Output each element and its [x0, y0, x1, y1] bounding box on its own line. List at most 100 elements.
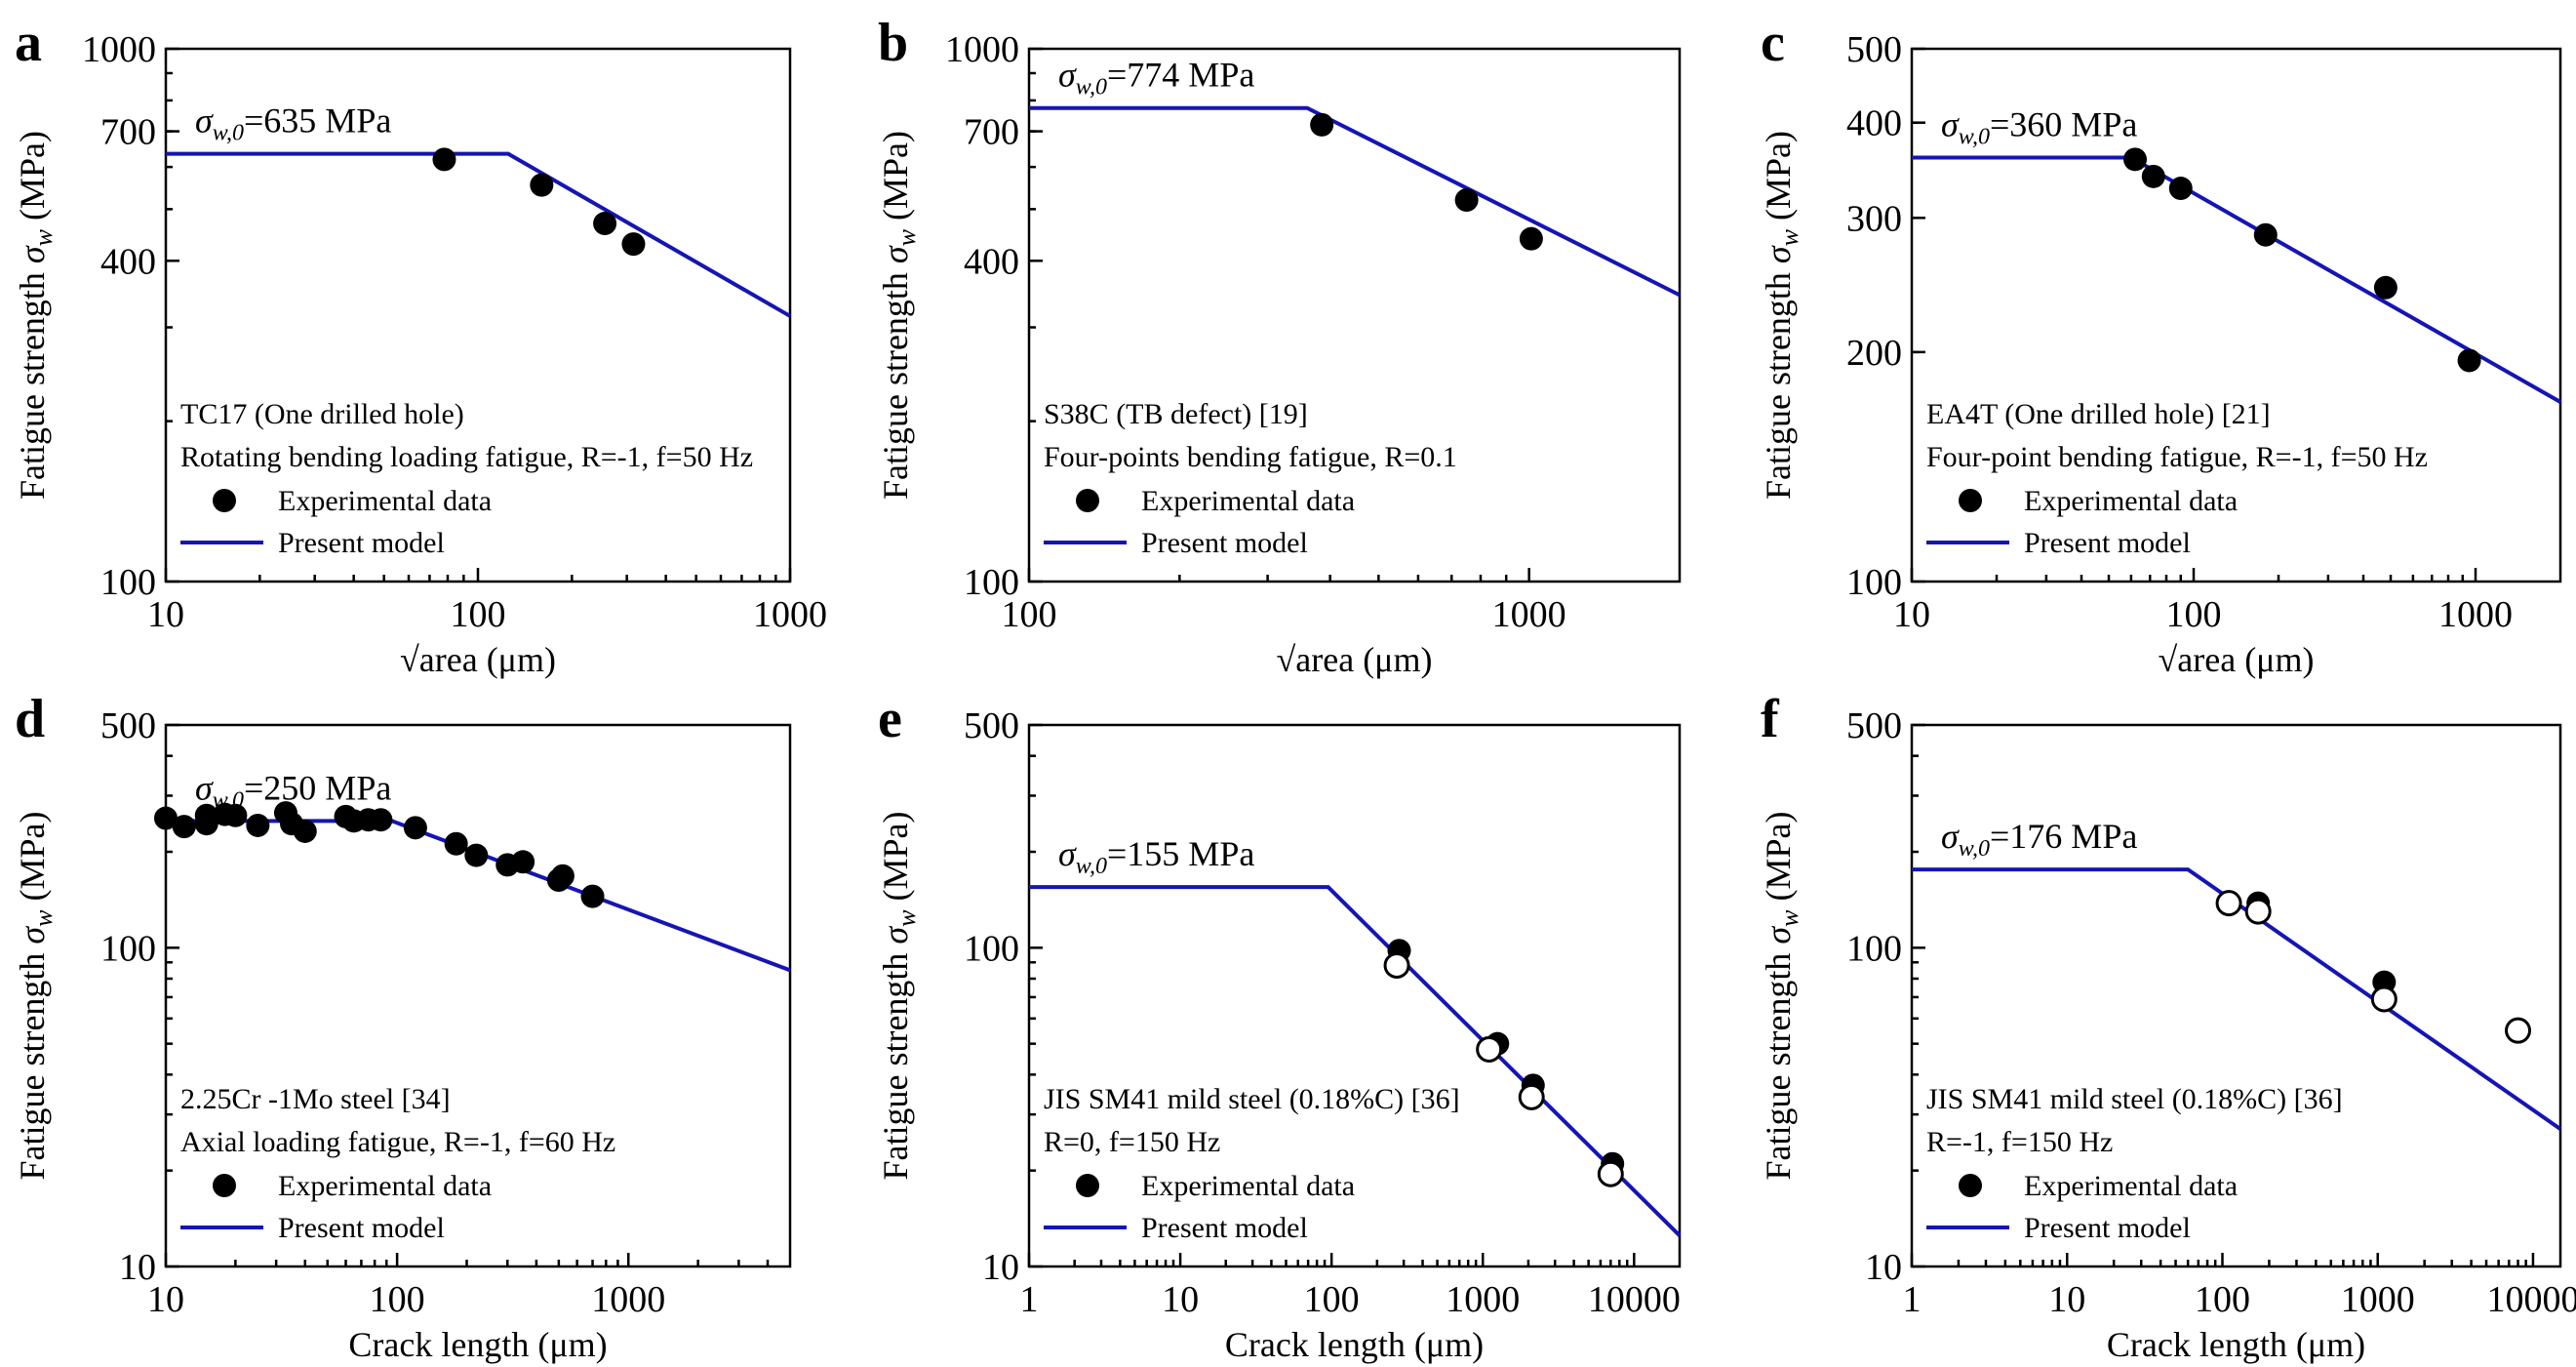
data-point	[2141, 164, 2165, 188]
sigma-label: σw,0=250 MPa	[195, 768, 391, 813]
chart-panel-d: d 10 100 1000 10 100 500 Crack length (μm) Fatig…	[13, 689, 792, 1364]
legend-marker-data	[1076, 489, 1099, 512]
y-axis-label: Fatigue strength σw (MPa)	[1759, 811, 1803, 1180]
y-tick-label: 300	[1846, 198, 1902, 239]
data-point-open	[1383, 951, 1410, 979]
y-tick-label: 1000	[945, 29, 1019, 70]
y-tick-label: 10	[119, 1247, 156, 1288]
panel-letter: a	[15, 13, 42, 73]
data-point	[369, 808, 393, 832]
legend-marker-data	[1959, 489, 1982, 512]
series-line-present-model	[1912, 867, 2562, 1131]
y-axis-label: Fatigue strength σw (MPa)	[876, 811, 921, 1180]
series-line-present-model	[1029, 885, 1682, 1237]
annotation-line: 2.25Cr -1Mo steel [34]	[180, 1083, 451, 1115]
y-tick-label: 1000	[82, 29, 156, 70]
x-tick-label: 1000	[2341, 1279, 2415, 1320]
y-tick-label: 400	[100, 241, 156, 282]
y-tick-label: 500	[100, 705, 156, 746]
panel-letter: c	[1761, 13, 1785, 73]
plot-frame	[164, 723, 792, 1268]
panel-letter: f	[1761, 689, 1780, 749]
x-tick-label: 10000	[1588, 1279, 1681, 1320]
y-axis-label: Fatigue strength σw (MPa)	[13, 131, 58, 500]
data-point-open	[1476, 1035, 1503, 1063]
legend-label-model: Present model	[1141, 1212, 1308, 1244]
legend-marker-data	[213, 489, 236, 512]
data-point	[1454, 188, 1479, 213]
annotation-line: TC17 (One drilled hole)	[180, 398, 464, 430]
data-point-open	[1597, 1160, 1624, 1187]
data-point	[1519, 226, 1543, 251]
annotation-line: JIS SM41 mild steel (0.18%C) [36]	[1044, 1083, 1460, 1115]
annotation-line: Four-point bending fatigue, R=-1, f=50 H…	[1926, 441, 2428, 473]
data-point	[593, 212, 617, 236]
x-axis-label: Crack length (μm)	[1225, 1325, 1484, 1364]
legend-label-model: Present model	[1141, 527, 1308, 559]
legend-marker-data	[1076, 1174, 1099, 1197]
data-point	[194, 812, 218, 836]
data-point	[464, 843, 489, 867]
annotation-line: R=-1, f=150 Hz	[1926, 1126, 2113, 1158]
y-axis-label: Fatigue strength σw (MPa)	[13, 811, 58, 1180]
x-axis-label: √area (μm)	[1277, 640, 1433, 679]
x-axis-label: √area (μm)	[2159, 640, 2315, 679]
x-tick-label: 100	[451, 594, 506, 635]
data-point	[1310, 112, 1334, 137]
data-point	[444, 831, 468, 856]
y-axis-label: Fatigue strength σw (MPa)	[1759, 131, 1803, 500]
plot-frame	[1027, 723, 1682, 1268]
data-point-open	[1518, 1083, 1545, 1110]
data-point	[530, 173, 554, 197]
x-tick-label: 1	[1020, 1279, 1039, 1320]
data-point-open	[2215, 890, 2242, 917]
data-point	[550, 864, 575, 888]
panel-letter: e	[878, 689, 902, 749]
y-tick-label: 100	[964, 562, 1019, 603]
sigma-label: σw,0=360 MPa	[1941, 104, 2137, 149]
annotation-line: Axial loading fatigue, R=-1, f=60 Hz	[180, 1126, 615, 1158]
sigma-label: σw,0=176 MPa	[1941, 817, 2137, 862]
data-point	[621, 232, 646, 257]
x-axis-label: √area (μm)	[400, 640, 556, 679]
y-tick-label: 400	[1846, 103, 1902, 144]
y-tick-label: 100	[100, 928, 156, 969]
data-point	[172, 815, 196, 839]
data-point	[2457, 348, 2481, 373]
data-point	[2123, 147, 2148, 172]
plot-frame	[1027, 47, 1682, 583]
y-tick-label: 200	[1846, 333, 1902, 374]
data-point	[403, 816, 427, 840]
data-point	[154, 806, 178, 830]
series-line-present-model	[166, 819, 791, 973]
y-tick-label: 500	[1846, 29, 1902, 70]
data-point	[580, 884, 605, 908]
legend-label-data: Experimental data	[2024, 1170, 2238, 1202]
x-tick-label: 1000	[1446, 1279, 1520, 1320]
data-point-open	[2244, 898, 2272, 925]
series-line-present-model	[1029, 105, 1681, 298]
x-tick-label: 1000	[753, 594, 827, 635]
plot-frame	[1910, 723, 2562, 1268]
y-tick-label: 100	[1846, 562, 1902, 603]
y-axis-label: Fatigue strength σw (MPa)	[876, 131, 921, 500]
y-tick-label: 500	[964, 705, 1019, 746]
legend-label-data: Experimental data	[1141, 1170, 1355, 1202]
y-tick-label: 10	[982, 1247, 1019, 1288]
x-tick-label: 100	[2166, 594, 2222, 635]
x-tick-label: 10	[1162, 1279, 1199, 1320]
data-point	[432, 147, 456, 172]
x-tick-label: 10	[1893, 594, 1930, 635]
data-point	[2168, 177, 2193, 201]
annotation-line: JIS SM41 mild steel (0.18%C) [36]	[1926, 1083, 2343, 1115]
x-tick-label: 100	[1002, 594, 1057, 635]
legend-marker-data	[1959, 1174, 1982, 1197]
x-tick-label: 10	[147, 594, 184, 635]
x-tick-label: 100	[2195, 1279, 2250, 1320]
panel-letter: b	[878, 13, 908, 73]
legend-label-model: Present model	[2024, 1212, 2191, 1244]
x-tick-label: 100	[370, 1279, 425, 1320]
